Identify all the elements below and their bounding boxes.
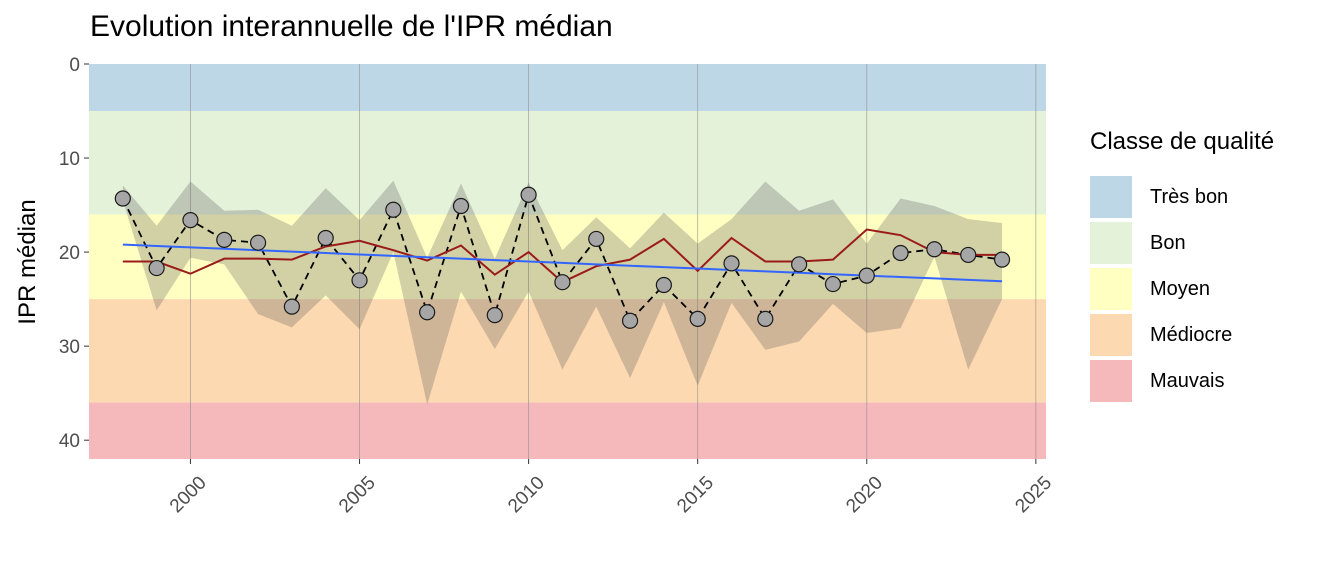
- ribbon-interval: [122, 180, 1003, 405]
- y-tick-label-30: 30: [59, 337, 80, 358]
- point-2021: [892, 244, 909, 262]
- band-tres-bon: [89, 64, 1046, 112]
- legend-label-tres-bon: Très bon: [1150, 185, 1229, 208]
- band-mauvais: [89, 402, 1046, 459]
- point-2024: [993, 251, 1011, 268]
- y-tick-label-20: 20: [59, 243, 80, 264]
- legend-item-mediocre: Médiocre: [1090, 312, 1274, 358]
- point-2018: [791, 256, 808, 273]
- x-tick-label-2015: 2015: [673, 472, 718, 517]
- point-2023: [960, 246, 977, 264]
- point-2011: [554, 274, 571, 291]
- point-2002: [249, 234, 267, 251]
- x-tick-label-2000: 2000: [166, 472, 211, 517]
- series-line-ipr-median: [122, 191, 1003, 323]
- ribbon-layer: [122, 180, 1003, 405]
- y-tick-label-40: 40: [59, 431, 80, 452]
- legend-title: Classe de qualité: [1090, 128, 1275, 155]
- series-points: [114, 186, 1011, 329]
- legend-label-mauvais: Mauvais: [1150, 369, 1225, 392]
- point-2008: [452, 197, 470, 215]
- band-mediocre: [89, 299, 1046, 403]
- point-2004: [317, 229, 334, 247]
- legend-label-bon: Bon: [1150, 231, 1186, 254]
- point-2015: [689, 310, 706, 327]
- x-tick-label-2025: 2025: [1011, 472, 1056, 517]
- point-2006: [385, 201, 402, 218]
- point-2016: [723, 255, 740, 272]
- point-2007: [419, 304, 436, 321]
- series-line-tendance: [122, 243, 1003, 283]
- legend-swatch-tres-bon: [1090, 176, 1132, 218]
- point-2013: [621, 312, 639, 329]
- y-tick-label-10: 10: [59, 149, 80, 170]
- band-bon: [89, 111, 1046, 215]
- point-2009: [486, 307, 503, 324]
- point-2022: [926, 241, 943, 258]
- point-2020: [858, 267, 875, 284]
- legend-swatch-bon: [1090, 222, 1132, 264]
- legend-label-moyen: Moyen: [1150, 277, 1211, 300]
- quality-bands: [89, 64, 1046, 459]
- point-2019: [824, 275, 842, 293]
- point-2017: [757, 310, 774, 327]
- point-2012: [588, 230, 605, 248]
- legend: Classe de qualité Très bon Bon Moyen Méd…: [1090, 128, 1274, 404]
- legend-swatch-mediocre: [1090, 314, 1132, 356]
- chart-title: Evolution interannuelle de l'IPR médian: [90, 10, 613, 43]
- legend-label-mediocre: Médiocre: [1150, 323, 1233, 346]
- legend-swatch-mauvais: [1090, 360, 1132, 402]
- point-2000: [182, 212, 199, 229]
- point-1998: [114, 190, 131, 207]
- x-tick-label-2005: 2005: [335, 472, 380, 517]
- point-2001: [216, 231, 233, 248]
- point-2010: [520, 186, 537, 203]
- legend-item-bon: Bon: [1090, 220, 1274, 266]
- x-tick-label-2020: 2020: [842, 472, 887, 517]
- point-2003: [283, 298, 300, 315]
- legend-item-tres-bon: Très bon: [1090, 174, 1274, 220]
- y-tick-label-0: 0: [69, 55, 80, 76]
- legend-item-moyen: Moyen: [1090, 266, 1274, 312]
- point-2014: [655, 276, 672, 294]
- legend-swatch-moyen: [1090, 268, 1132, 310]
- legend-item-mauvais: Mauvais: [1090, 358, 1274, 404]
- point-2005: [351, 272, 368, 289]
- x-tick-label-2010: 2010: [504, 472, 549, 517]
- point-1999: [148, 259, 165, 277]
